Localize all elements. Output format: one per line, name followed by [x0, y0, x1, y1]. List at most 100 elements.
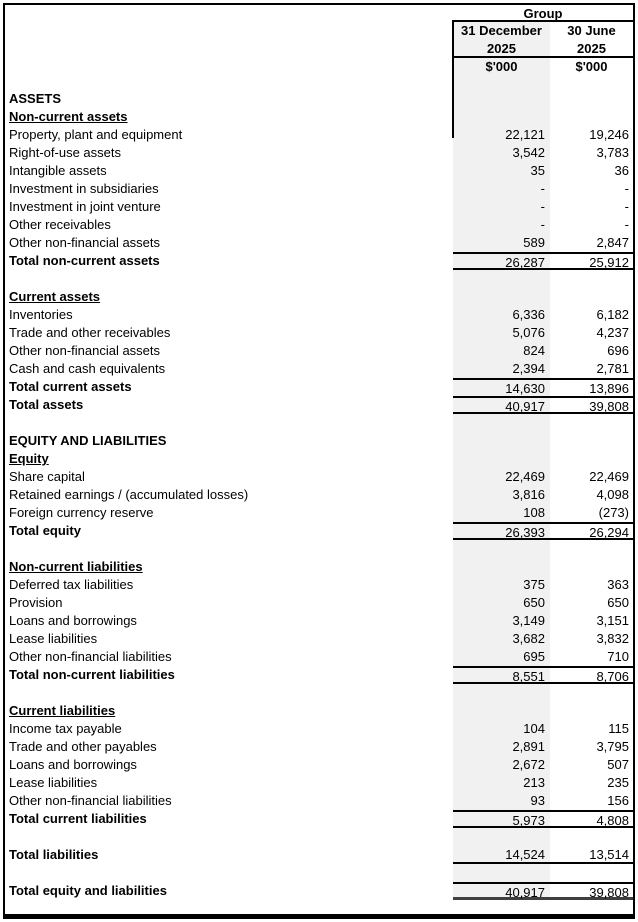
value-30-june-2025: 4,098: [596, 487, 629, 502]
statement-row: Lease liabilities 3,682 3,832: [5, 630, 633, 648]
row-label: Total non-current assets: [9, 253, 160, 268]
col2-date-line1: 30 June: [567, 23, 616, 38]
value-30-june-2025: 13,896: [589, 381, 629, 396]
row-label: Loans and borrowings: [9, 757, 137, 772]
statement-row: Non-current assets: [5, 108, 633, 126]
row-label: Lease liabilities: [9, 775, 98, 790]
value-31-december-2025: 14,630: [453, 380, 550, 396]
row-label: Loans and borrowings: [9, 613, 137, 628]
value-30-june-2025: 39,808: [589, 399, 629, 414]
value-31-december-2025: 3,542: [453, 144, 550, 162]
value-31-december-2025: [453, 108, 550, 126]
row-label: Retained earnings / (accumulated losses): [9, 487, 249, 502]
value-31-december-2025: 6,336: [453, 306, 550, 324]
header-column-divider: [452, 20, 454, 138]
value-31-december-2025: 589: [453, 234, 550, 252]
value-31-december-2025: 3,682: [453, 630, 550, 648]
column-date-row-2: 2025 2025: [5, 40, 633, 58]
row-label: Other non-financial liabilities: [9, 793, 172, 808]
statement-row: Lease liabilities 213 235: [5, 774, 633, 792]
statement-row: EQUITY AND LIABILITIES: [5, 432, 633, 450]
value-31-december-2025: 22,469: [453, 468, 550, 486]
statement-row: Total equity 26,393 26,294: [5, 522, 633, 540]
value-30-june-2025: (273): [598, 505, 629, 520]
statement-row: Non-current liabilities: [5, 558, 633, 576]
column-units-row: $'000 $'000: [5, 58, 633, 76]
value-31-december-2025: 104: [453, 720, 550, 738]
value-31-december-2025: 8,551: [453, 668, 550, 684]
col2-date-line2: 2025: [577, 41, 606, 56]
value-30-june-2025: 22,469: [589, 469, 629, 484]
value-31-december-2025: -: [453, 180, 550, 198]
row-label: Intangible assets: [9, 163, 107, 178]
statement-row: Total current liabilities 5,973 4,808: [5, 810, 633, 828]
col1-date-line2: 2025: [453, 40, 550, 56]
value-30-june-2025: 3,832: [596, 631, 629, 646]
value-31-december-2025: [453, 450, 550, 468]
statement-row: [5, 864, 633, 882]
column-date-row-1: 31 December 30 June: [5, 22, 633, 40]
value-30-june-2025: 710: [607, 649, 629, 664]
value-31-december-2025: 375: [453, 576, 550, 594]
value-30-june-2025: 156: [607, 793, 629, 808]
row-label: Non-current assets: [9, 109, 128, 124]
col2-units: $'000: [575, 59, 608, 74]
row-label: Provision: [9, 595, 63, 610]
value-30-june-2025: 26,294: [589, 525, 629, 540]
value-30-june-2025: 6,182: [596, 307, 629, 322]
statement-row: Other non-financial assets 824 696: [5, 342, 633, 360]
row-label: Total equity and liabilities: [9, 883, 167, 898]
value-31-december-2025: 14,524: [453, 846, 550, 862]
statement-row: Investment in subsidiaries - -: [5, 180, 633, 198]
col1-date-line1: 31 December: [453, 22, 550, 40]
statement-row: Total liabilities 14,524 13,514: [5, 846, 633, 864]
statement-body: ASSETS Non-current assets Property, plan…: [5, 90, 633, 900]
value-31-december-2025: [453, 684, 550, 702]
col1-units: $'000: [453, 58, 550, 76]
value-31-december-2025: 26,393: [453, 524, 550, 540]
value-30-june-2025: -: [624, 199, 629, 214]
row-label: Total liabilities: [9, 847, 99, 862]
value-31-december-2025: 5,973: [453, 812, 550, 828]
value-31-december-2025: 40,917: [453, 398, 550, 414]
value-30-june-2025: 8,706: [596, 669, 629, 684]
statement-row: Trade and other receivables 5,076 4,237: [5, 324, 633, 342]
value-31-december-2025: 26,287: [453, 254, 550, 270]
statement-row: [5, 270, 633, 288]
group-header-row: Group: [5, 6, 633, 22]
statement-row: Deferred tax liabilities 375 363: [5, 576, 633, 594]
value-30-june-2025: [550, 414, 633, 432]
value-31-december-2025: 93: [453, 792, 550, 810]
statement-row: Equity: [5, 450, 633, 468]
row-label: Investment in subsidiaries: [9, 181, 159, 196]
row-label: Cash and cash equivalents: [9, 361, 166, 376]
statement-row: Current assets: [5, 288, 633, 306]
value-31-december-2025: 22,121: [453, 126, 550, 144]
row-label: Total non-current liabilities: [9, 667, 175, 682]
value-31-december-2025: 40,917: [453, 884, 550, 900]
statement-row: Property, plant and equipment 22,121 19,…: [5, 126, 633, 144]
statement-row: Total equity and liabilities 40,917 39,8…: [5, 882, 633, 900]
statement-row: Retained earnings / (accumulated losses)…: [5, 486, 633, 504]
row-label: Investment in joint venture: [9, 199, 161, 214]
statement-row: [5, 414, 633, 432]
statement-row: Other receivables - -: [5, 216, 633, 234]
value-30-june-2025: [550, 450, 633, 468]
row-label: Other non-financial assets: [9, 343, 161, 358]
statement-row: Investment in joint venture - -: [5, 198, 633, 216]
value-31-december-2025: 3,816: [453, 486, 550, 504]
value-31-december-2025: 2,891: [453, 738, 550, 756]
value-31-december-2025: [453, 540, 550, 558]
statement-row: Cash and cash equivalents 2,394 2,781: [5, 360, 633, 378]
value-30-june-2025: 36: [614, 163, 629, 178]
statement-row: Total assets 40,917 39,808: [5, 396, 633, 414]
row-label: Inventories: [9, 307, 73, 322]
row-label: Total current assets: [9, 379, 132, 394]
value-31-december-2025: [453, 432, 550, 450]
row-label: Total current liabilities: [9, 811, 147, 826]
statement-row: Total non-current liabilities 8,551 8,70…: [5, 666, 633, 684]
value-30-june-2025: 13,514: [589, 847, 629, 862]
statement-row: [5, 828, 633, 846]
value-30-june-2025: [550, 558, 633, 576]
